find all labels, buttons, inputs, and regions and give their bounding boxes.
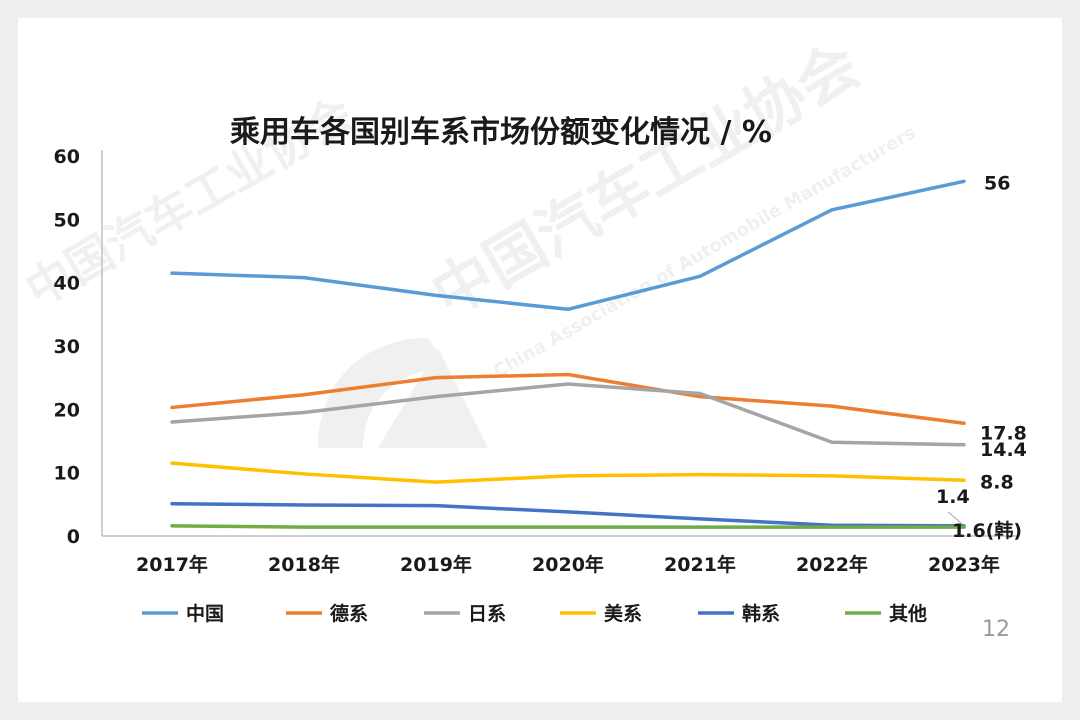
line-chart: 中国汽车工业协会 中国汽车工业协会 China Association of A…	[18, 30, 1027, 642]
end-value-labels: 56 17.814.4 8.8 1.4 1.6(韩)	[936, 172, 1027, 542]
legend-label: 日系	[468, 603, 506, 625]
y-tick-label: 50	[54, 209, 80, 231]
legend-label: 韩系	[742, 602, 780, 625]
legend-label: 美系	[604, 602, 642, 625]
chart-title: 乘用车各国别车系市场份额变化情况 / %	[230, 115, 772, 150]
end-value-label: 1.6(韩)	[952, 519, 1022, 542]
x-tick-label: 2023年	[928, 553, 1000, 576]
series-line-1	[170, 372, 966, 426]
x-tick-label: 2021年	[664, 553, 736, 576]
y-tick-label: 0	[67, 526, 80, 548]
legend-label: 中国	[186, 602, 224, 625]
series-line-2	[170, 382, 966, 447]
y-tick-label: 20	[54, 399, 80, 421]
x-tick-label: 2019年	[400, 553, 472, 576]
end-value-label: 14.4	[980, 439, 1027, 461]
end-value-label: 8.8	[980, 471, 1014, 493]
series-line-5	[170, 524, 966, 529]
series-line-4	[170, 501, 966, 528]
series-line-0	[170, 179, 966, 312]
label-leader-line	[947, 511, 963, 525]
legend: 中国 德系 日系 美系 韩系 其他	[142, 602, 927, 625]
x-tick-label: 2018年	[268, 553, 340, 576]
series-lines	[170, 179, 966, 529]
x-tick-label: 2017年	[136, 553, 208, 576]
end-value-label: 1.4	[936, 486, 970, 508]
legend-label: 其他	[889, 602, 927, 625]
y-tick-label: 60	[54, 146, 80, 168]
y-tick-label: 40	[54, 273, 80, 295]
series-line-3	[170, 461, 966, 484]
y-tick-label: 10	[54, 463, 80, 485]
y-tick-labels: 0 10 20 30 40 50 60	[54, 146, 80, 548]
x-tick-label: 2022年	[796, 553, 868, 576]
end-value-label: 17.8	[980, 422, 1027, 444]
y-tick-label: 30	[54, 336, 80, 358]
legend-label: 德系	[330, 602, 368, 625]
watermark: 中国汽车工业协会 中国汽车工业协会 China Association of A…	[18, 30, 919, 448]
x-tick-labels: 2017年 2018年 2019年 2020年 2021年 2022年 2023年	[136, 553, 1000, 576]
chart-frame: 中国汽车工业协会 中国汽车工业协会 China Association of A…	[18, 18, 1062, 702]
x-tick-label: 2020年	[532, 553, 604, 576]
end-value-label: 56	[984, 172, 1010, 194]
page-number: 12	[982, 617, 1010, 642]
